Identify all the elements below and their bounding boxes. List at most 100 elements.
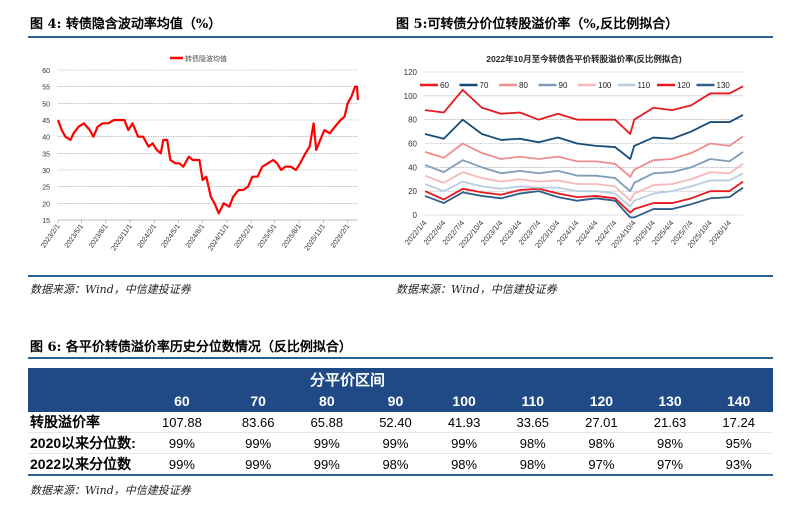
table-cell: 99% <box>140 453 224 475</box>
table-row: 2020以来分位数: 99% 99% 99% 99% 99% 98% 98% 98% 95% <box>28 432 773 454</box>
table-cell: 99% <box>292 453 362 475</box>
y-tick-label: 120 <box>404 68 418 77</box>
legend-label: 130 <box>717 81 731 90</box>
table-cell: 98% <box>429 453 499 475</box>
row-label: 转股溢价率 <box>28 412 140 433</box>
y-tick-label: 45 <box>42 118 50 125</box>
group-header: 分平价区间 <box>140 368 773 390</box>
series-line-120 <box>424 180 744 214</box>
table-cell: 99% <box>292 432 362 454</box>
y-tick-label: 20 <box>408 187 417 196</box>
legend-label: 110 <box>638 81 651 90</box>
x-tick-label: 2024/2/1 <box>137 223 158 249</box>
table-cell: 98% <box>361 453 430 475</box>
column-header: 120 <box>567 390 636 412</box>
table-cell: 98% <box>498 432 568 454</box>
column-header: 130 <box>635 390 705 412</box>
table-group-header-row: 分平价区间 <box>28 368 773 390</box>
table-cell: 99% <box>361 432 430 454</box>
table-cell: 17.24 <box>704 412 773 433</box>
table-cell: 27.01 <box>567 412 636 433</box>
table-cell: 83.66 <box>223 412 293 433</box>
fig6-top-rule <box>28 357 773 359</box>
table-cell: 21.63 <box>635 412 705 433</box>
table-cell: 98% <box>498 453 568 475</box>
legend-label: 100 <box>598 81 612 90</box>
table-row: 2022以来分位数 99% 99% 99% 98% 98% 98% 97% 97% 93% <box>28 453 773 475</box>
y-tick-label: 60 <box>42 68 50 75</box>
table-cell: 95% <box>704 432 773 454</box>
column-header: 140 <box>704 390 773 412</box>
table-cell: 99% <box>223 432 293 454</box>
table-cell: 52.40 <box>361 412 430 433</box>
legend-label: 70 <box>480 81 489 90</box>
series-line-110 <box>424 172 744 208</box>
legend-label: 80 <box>519 81 528 90</box>
y-tick-label: 50 <box>42 101 50 108</box>
table-cell: 97% <box>567 453 636 475</box>
column-header: 100 <box>429 390 499 412</box>
x-tick-label: 2026/2/1 <box>330 223 351 249</box>
table-cell: 107.88 <box>140 412 224 433</box>
y-tick-label: 40 <box>42 135 50 142</box>
column-header: 80 <box>292 390 362 412</box>
x-tick-label: 2024/8/1 <box>185 223 206 249</box>
table-cell: 99% <box>223 453 293 475</box>
x-tick-label: 2023/2/1 <box>40 223 61 249</box>
y-tick-label: 0 <box>413 211 418 220</box>
fig4-title: 图 4: 转债隐含波动率均值（%） <box>30 17 222 32</box>
row-label: 2022以来分位数 <box>28 453 140 475</box>
charts-bottom-rule <box>28 275 773 277</box>
table-row: 转股溢价率 107.88 83.66 65.88 52.40 41.93 33.65 27.0… <box>28 412 773 433</box>
table-cell: 33.65 <box>498 412 568 433</box>
x-tick-label: 2023/5/1 <box>64 223 85 249</box>
x-tick-label: 2024/11/1 <box>207 223 230 252</box>
fig4-source: 数据来源：Wind，中信建投证券 <box>30 283 191 296</box>
table-cell: 99% <box>140 432 224 454</box>
x-tick-label: 2023/11/1 <box>110 223 133 252</box>
table-cell: 98% <box>635 432 705 454</box>
column-header: 60 <box>140 390 224 412</box>
y-tick-label: 80 <box>408 116 417 125</box>
series-line <box>56 85 360 215</box>
series-line-90 <box>424 151 744 193</box>
column-header: 110 <box>498 390 568 412</box>
y-tick-label: 40 <box>408 163 417 172</box>
fig5-chart: 2022年10月至今转债各平价转股溢价率(反比例拟合) 0 20 40 60 80 100 1… <box>403 54 744 250</box>
y-tick-label: 25 <box>42 185 50 192</box>
percentile-table: 分平价区间 60 70 80 90 100 110 120 130 140 转股溢价率 107.8… <box>28 368 773 475</box>
series-line-80 <box>424 135 744 178</box>
x-tick-label: 2023/8/1 <box>88 223 109 249</box>
series-line-100 <box>424 163 744 202</box>
table-cell: 98% <box>567 432 636 454</box>
legend-label: 120 <box>677 81 691 90</box>
x-tick-label: 2025/8/1 <box>281 223 302 249</box>
y-tick-label: 30 <box>42 168 50 175</box>
chart-title: 2022年10月至今转债各平价转股溢价率(反比例拟合) <box>486 54 682 64</box>
table-cell: 93% <box>704 453 773 475</box>
x-tick-label: 2025/5/1 <box>257 223 278 249</box>
y-tick-label: 35 <box>42 151 50 158</box>
table-column-header-row: 60 70 80 90 100 110 120 130 140 <box>28 390 773 412</box>
legend-label: 60 <box>440 81 449 90</box>
y-tick-label: 20 <box>42 201 50 208</box>
fig6-source: 数据来源：Wind，中信建投证券 <box>30 484 191 497</box>
y-tick-label: 15 <box>42 218 50 225</box>
column-header: 90 <box>361 390 430 412</box>
fig6-title: 图 6: 各平价转债溢价率历史分位数情况（反比例拟合） <box>30 340 352 355</box>
fig5-source: 数据来源：Wind，中信建投证券 <box>396 283 557 296</box>
x-tick-label: 2025/11/1 <box>304 223 327 252</box>
table-cell: 97% <box>635 453 705 475</box>
column-header: 70 <box>223 390 293 412</box>
fig5-title: 图 5:可转债分价位转股溢价率（%,反比例拟合） <box>396 17 679 32</box>
y-tick-label: 55 <box>42 85 50 92</box>
header-rule <box>28 36 773 38</box>
x-tick-label: 2025/2/1 <box>233 223 254 249</box>
series-line-60 <box>424 85 744 135</box>
table-cell: 99% <box>429 432 499 454</box>
series-line-70 <box>424 114 744 160</box>
y-tick-label: 60 <box>408 140 417 149</box>
legend-label: 转债隐波均值 <box>185 54 227 63</box>
table-cell: 65.88 <box>292 412 362 433</box>
